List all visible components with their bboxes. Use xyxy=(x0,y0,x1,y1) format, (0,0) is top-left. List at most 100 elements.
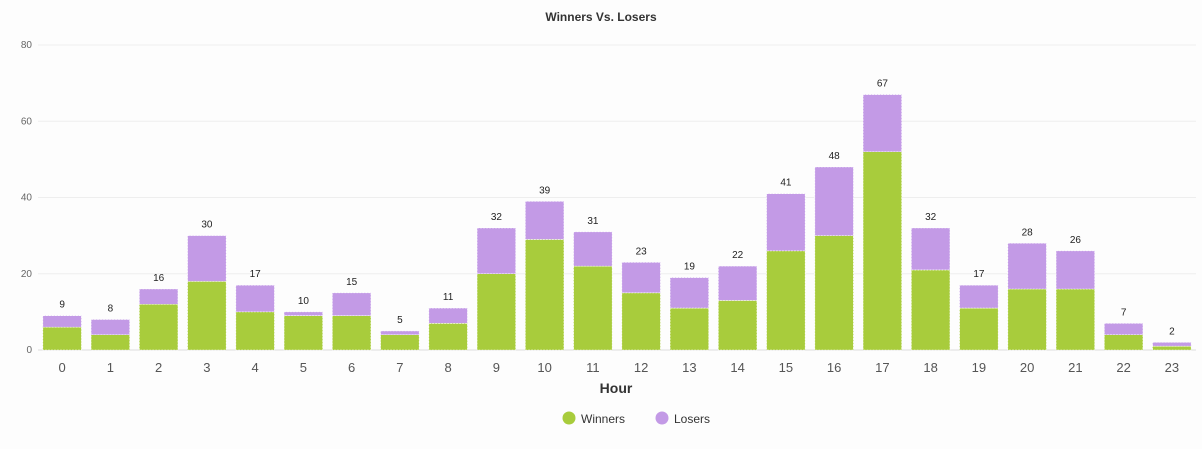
bar-winners xyxy=(718,300,758,351)
x-tick-label: 7 xyxy=(396,360,403,375)
bar-winners xyxy=(476,273,516,351)
x-tick-label: 22 xyxy=(1116,360,1130,375)
x-tick-label: 12 xyxy=(634,360,648,375)
bar-winners xyxy=(235,311,275,351)
data-label: 8 xyxy=(108,304,114,315)
bar-losers xyxy=(1007,242,1047,290)
bar-winners xyxy=(862,151,902,351)
bar-losers xyxy=(1055,250,1095,290)
x-tick-label: 23 xyxy=(1165,360,1179,375)
x-tick-label: 9 xyxy=(493,360,500,375)
data-label: 17 xyxy=(250,269,262,280)
data-label: 32 xyxy=(925,212,937,223)
x-tick-label: 13 xyxy=(682,360,696,375)
x-tick-label: 1 xyxy=(107,360,114,375)
bar-losers xyxy=(911,227,951,271)
bar-winners xyxy=(428,323,468,351)
data-label: 48 xyxy=(829,151,841,162)
data-label: 9 xyxy=(59,300,65,311)
bar-winners xyxy=(187,281,227,351)
bar-winners xyxy=(573,265,613,351)
data-label: 30 xyxy=(201,220,213,231)
y-tick-label: 80 xyxy=(21,40,33,51)
bar-winners xyxy=(669,307,709,351)
bar-winners xyxy=(90,334,130,351)
data-label: 28 xyxy=(1022,227,1034,238)
data-label: 10 xyxy=(298,296,310,307)
bar-losers xyxy=(187,235,227,282)
bar-losers xyxy=(235,284,275,313)
bar-winners xyxy=(1055,288,1095,351)
data-labels: 9 8 16 30 17 10 15 5 11 32 39 31 23 19 22 41 48 67 32 17 28 2… xyxy=(59,79,1175,338)
bar-winners xyxy=(766,250,806,351)
data-label: 2 xyxy=(1169,326,1175,337)
y-tick-label: 20 xyxy=(21,269,33,280)
bar-losers xyxy=(621,262,661,294)
bar-losers xyxy=(428,307,468,324)
bar-winners xyxy=(911,269,951,351)
bar-losers xyxy=(332,292,372,316)
legend: Winners Losers xyxy=(562,411,710,426)
bar-losers xyxy=(718,265,758,301)
bar-losers xyxy=(525,201,565,240)
legend-label-losers: Losers xyxy=(674,412,710,426)
x-tick-label: 15 xyxy=(779,360,793,375)
data-label: 39 xyxy=(539,185,551,196)
x-tick-label: 4 xyxy=(252,360,259,375)
data-label: 31 xyxy=(587,216,599,227)
bar-winners xyxy=(1152,345,1192,351)
y-tick-label: 0 xyxy=(26,345,32,356)
bar-losers xyxy=(283,311,323,316)
bars xyxy=(42,94,1192,351)
bar-winners xyxy=(1104,334,1144,351)
x-tick-label: 17 xyxy=(875,360,889,375)
bar-losers xyxy=(862,94,902,153)
x-tick-label: 10 xyxy=(537,360,551,375)
x-tick-label: 21 xyxy=(1068,360,1082,375)
bar-losers xyxy=(573,231,613,267)
bar-winners xyxy=(814,235,854,351)
data-label: 41 xyxy=(780,178,792,189)
data-label: 17 xyxy=(973,269,985,280)
bar-losers xyxy=(476,227,516,275)
bar-winners xyxy=(1007,288,1047,351)
x-tick-label: 6 xyxy=(348,360,355,375)
data-label: 67 xyxy=(877,79,889,90)
x-tick-label: 11 xyxy=(586,360,600,375)
bar-losers xyxy=(139,288,179,305)
bar-winners xyxy=(959,307,999,351)
bar-losers xyxy=(42,315,82,328)
x-tick-label: 18 xyxy=(923,360,937,375)
x-tick-label: 20 xyxy=(1020,360,1034,375)
bar-winners xyxy=(139,303,179,351)
bar-losers xyxy=(959,284,999,309)
y-tick-label: 40 xyxy=(21,193,33,204)
data-label: 19 xyxy=(684,262,696,273)
x-axis-ticks: 0 1 2 3 4 5 6 7 8 9 10 11 12 13 14 15 16 17 18 19 20 21 22 23 xyxy=(59,360,1180,375)
data-label: 16 xyxy=(153,273,165,284)
data-label: 5 xyxy=(397,315,403,326)
bar-losers xyxy=(1152,342,1192,347)
bar-losers xyxy=(1104,323,1144,336)
bar-losers xyxy=(90,319,130,336)
gridlines xyxy=(38,44,1196,351)
bar-winners xyxy=(380,334,420,351)
y-axis-ticks: 0 20 40 60 80 xyxy=(21,40,33,356)
legend-marker-losers xyxy=(655,411,669,425)
data-label: 7 xyxy=(1121,307,1127,318)
x-tick-label: 0 xyxy=(59,360,66,375)
bar-losers xyxy=(380,330,420,336)
bar-winners xyxy=(525,239,565,351)
y-tick-label: 60 xyxy=(21,116,33,127)
bar-winners xyxy=(621,292,661,351)
x-tick-label: 8 xyxy=(445,360,452,375)
chart-title: Winners Vs. Losers xyxy=(545,10,657,24)
data-label: 26 xyxy=(1070,235,1082,246)
data-label: 23 xyxy=(636,246,648,257)
x-tick-label: 16 xyxy=(827,360,841,375)
bar-losers xyxy=(766,193,806,252)
bar-losers xyxy=(814,166,854,236)
bar-winners xyxy=(283,315,323,351)
